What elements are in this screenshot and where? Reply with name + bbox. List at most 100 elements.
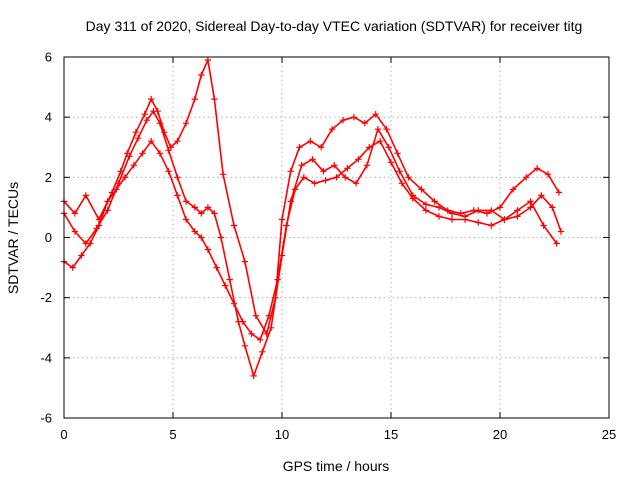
y-tick-label: -6 xyxy=(40,411,52,426)
data-point-marker xyxy=(376,138,384,145)
data-point-marker xyxy=(298,162,305,169)
data-point-marker xyxy=(435,204,443,211)
y-tick-label: 6 xyxy=(45,50,52,65)
data-point-marker xyxy=(87,240,94,247)
data-point-marker xyxy=(113,186,120,193)
data-point-marker xyxy=(252,312,259,319)
y-tick-label: 2 xyxy=(45,170,52,185)
axes: 0 5 10 15 20 25 -6 -4 -2 0 2 4 6 xyxy=(40,50,616,443)
data-point-marker xyxy=(555,189,563,196)
data-point-marker xyxy=(318,144,325,151)
data-point-marker xyxy=(344,165,351,172)
data-point-marker xyxy=(514,213,521,220)
data-point-marker xyxy=(265,312,273,319)
data-point-marker xyxy=(148,138,155,145)
data-point-marker xyxy=(134,135,142,142)
data-point-marker xyxy=(230,300,238,307)
data-point-marker xyxy=(71,228,79,235)
data-point-marker xyxy=(309,156,316,163)
data-point-marker xyxy=(182,216,190,223)
data-point-marker xyxy=(117,168,124,175)
data-point-marker xyxy=(126,153,133,160)
plot-frame xyxy=(63,56,610,419)
series-line xyxy=(63,59,560,335)
y-tick-label: 4 xyxy=(45,110,52,125)
data-point-marker xyxy=(372,111,379,118)
data-point-marker xyxy=(461,216,469,223)
data-point-marker xyxy=(104,207,111,214)
data-point-marker xyxy=(533,165,541,172)
data-point-marker xyxy=(241,342,249,349)
data-point-marker xyxy=(283,222,290,229)
data-point-marker xyxy=(150,108,157,115)
data-point-marker xyxy=(501,216,508,223)
x-tick-label: 25 xyxy=(602,427,616,442)
data-point-marker xyxy=(553,240,560,247)
data-point-marker xyxy=(182,198,190,205)
data-point-marker xyxy=(307,138,314,145)
data-point-marker xyxy=(248,330,255,337)
y-axis-label: SDTVAR / TECUs xyxy=(5,182,21,294)
data-point-marker xyxy=(527,198,534,205)
series-line xyxy=(63,110,562,377)
data-point-marker xyxy=(156,120,164,127)
y-tick-label: -4 xyxy=(40,350,52,365)
x-tick-label: 15 xyxy=(384,427,398,442)
data-point-marker xyxy=(300,174,307,181)
x-tick-label: 20 xyxy=(493,427,507,442)
data-point-marker xyxy=(291,186,299,193)
y-tick-label: 0 xyxy=(45,230,52,245)
y-tick-label: -2 xyxy=(40,290,52,305)
data-point-marker xyxy=(320,168,327,175)
data-point-marker xyxy=(374,126,382,133)
data-point-marker xyxy=(509,186,517,193)
data-point-marker xyxy=(514,207,521,214)
data-point-marker xyxy=(213,264,220,271)
data-point-marker xyxy=(174,192,181,199)
data-point-marker xyxy=(422,201,430,208)
data-point-marker xyxy=(448,216,456,223)
data-point-marker xyxy=(483,210,491,217)
data-point-marker xyxy=(204,204,212,211)
data-point-marker xyxy=(538,192,545,199)
data-point-marker xyxy=(409,195,416,202)
data-point-marker xyxy=(198,234,205,241)
data-point-marker xyxy=(121,174,129,181)
data-point-marker xyxy=(366,144,373,151)
data-point-marker xyxy=(241,258,249,265)
data-point-marker xyxy=(523,174,530,181)
data-point-marker xyxy=(204,56,212,64)
data-point-marker xyxy=(405,174,412,181)
data-point-marker xyxy=(488,207,495,214)
data-point-marker xyxy=(387,159,395,166)
data-point-marker xyxy=(174,138,181,145)
data-point-marker xyxy=(143,117,150,124)
data-point-marker xyxy=(148,95,155,103)
series-line xyxy=(63,140,558,341)
data-point-marker xyxy=(211,95,218,103)
data-point-marker xyxy=(396,168,403,175)
data-point-marker xyxy=(230,222,238,229)
data-point-marker xyxy=(198,71,205,79)
data-point-marker xyxy=(527,204,534,211)
data-point-marker xyxy=(431,198,438,205)
data-point-marker xyxy=(191,228,198,235)
data-point-marker xyxy=(198,210,205,217)
data-point-marker xyxy=(219,171,227,178)
data-point-marker xyxy=(488,222,495,229)
data-point-marker xyxy=(174,174,181,181)
data-point-marker xyxy=(259,348,266,355)
data-point-marker xyxy=(296,144,303,151)
data-point-marker xyxy=(385,144,392,151)
data-point-marker xyxy=(398,180,406,187)
data-point-marker xyxy=(191,95,198,103)
data-point-marker xyxy=(182,120,190,127)
data-point-marker xyxy=(104,198,111,205)
data-point-marker xyxy=(165,147,172,154)
x-tick-label: 5 xyxy=(169,427,176,442)
data-point-marker xyxy=(394,150,401,157)
data-point-marker xyxy=(544,171,552,178)
data-point-marker xyxy=(130,162,137,169)
data-point-marker xyxy=(383,126,390,133)
